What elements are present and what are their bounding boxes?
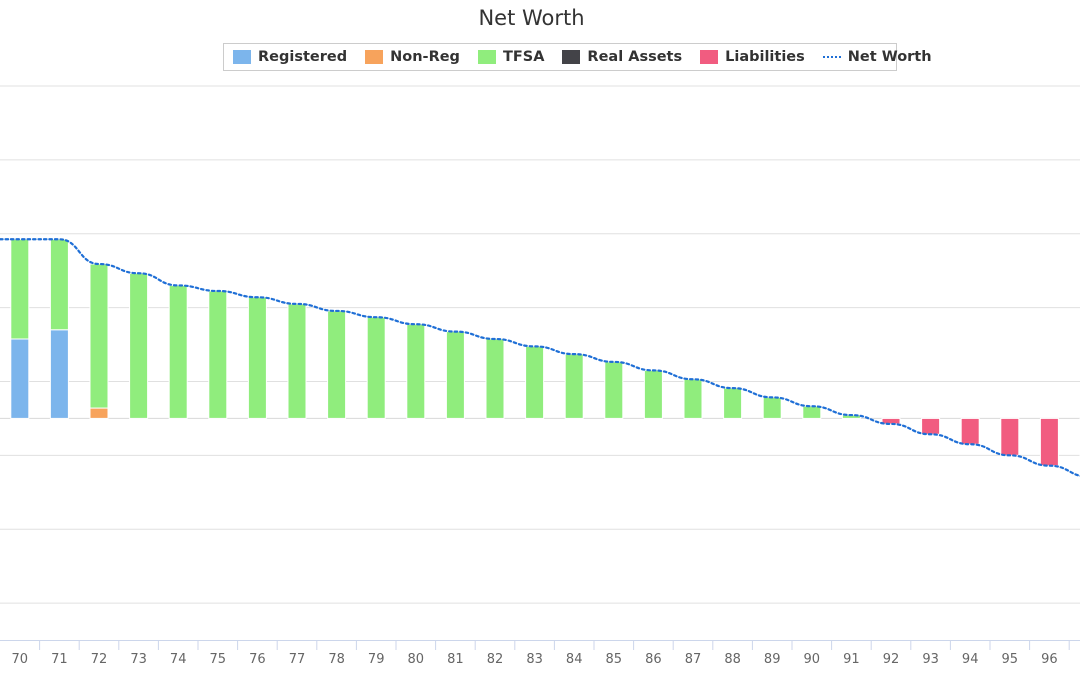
- legend-swatch-net-worth: [822, 56, 841, 58]
- bar-tfsa-87: [683, 378, 703, 419]
- bar-liabilities-92: [881, 417, 901, 425]
- bar-tfsa-90: [802, 405, 822, 419]
- bar-tfsa-76: [247, 296, 267, 419]
- x-tick-label: 78: [328, 652, 345, 667]
- bar-liabilities-94: [960, 417, 980, 445]
- chart-legend: Registered Non-Reg TFSA Real Assets Liab…: [223, 43, 932, 71]
- bar-non-reg-72: [89, 407, 109, 419]
- x-tick-label: 71: [51, 652, 68, 667]
- bar-tfsa-84: [564, 353, 584, 419]
- x-tick-label: 74: [170, 652, 187, 667]
- legend-label-liabilities: Liabilities: [725, 49, 805, 65]
- legend-label-net-worth: Net Worth: [847, 49, 932, 65]
- bar-tfsa-75: [208, 290, 228, 419]
- x-tick-label: 77: [289, 652, 306, 667]
- x-tick-label: 85: [606, 652, 623, 667]
- legend-item-net-worth[interactable]: Net Worth: [822, 49, 932, 65]
- legend-swatch-tfsa: [477, 50, 496, 64]
- x-tick-label: 82: [487, 652, 504, 667]
- bar-tfsa-82: [485, 338, 505, 419]
- x-tick-label: 79: [368, 652, 385, 667]
- x-tick-label: 93: [922, 652, 939, 667]
- legend-label-registered: Registered: [258, 49, 348, 65]
- bar-tfsa-80: [406, 323, 426, 419]
- bar-tfsa-78: [327, 310, 347, 419]
- x-tick-label: 91: [843, 652, 860, 667]
- bar-registered-70: [10, 338, 30, 419]
- bar-registered-71: [49, 329, 69, 419]
- bar-liabilities-93: [921, 417, 941, 435]
- x-tick-label: 70: [12, 652, 29, 667]
- chart-title: Net Worth: [478, 6, 585, 30]
- legend-item-tfsa[interactable]: TFSA: [477, 49, 545, 65]
- x-tick-label: 88: [724, 652, 741, 667]
- legend-item-non-reg[interactable]: Non-Reg: [365, 49, 460, 65]
- x-tick-label: 81: [447, 652, 464, 667]
- bar-tfsa-88: [723, 387, 743, 419]
- line-net-worth: [0, 238, 1080, 477]
- bar-tfsa-79: [366, 316, 386, 419]
- x-tick-label: 96: [1041, 652, 1058, 667]
- x-tick-label: 80: [408, 652, 425, 667]
- x-tick-label: 94: [962, 652, 979, 667]
- bar-tfsa-70: [10, 238, 30, 340]
- x-tick-label: 87: [685, 652, 702, 667]
- x-tick-label: 73: [130, 652, 147, 667]
- x-tick-label: 90: [804, 652, 821, 667]
- x-tick-label: 95: [1002, 652, 1019, 667]
- x-tick-label: 89: [764, 652, 781, 667]
- x-tick-label: 76: [249, 652, 266, 667]
- legend-label-non-reg: Non-Reg: [390, 49, 460, 65]
- bar-tfsa-81: [445, 331, 465, 419]
- bar-tfsa-72: [89, 263, 109, 409]
- x-tick-label: 84: [566, 652, 583, 667]
- legend-swatch-non-reg: [365, 50, 384, 64]
- legend-label-tfsa: TFSA: [502, 49, 545, 65]
- legend-swatch-liabilities: [700, 50, 719, 64]
- legend-item-liabilities[interactable]: Liabilities: [700, 49, 805, 65]
- legend-swatch-registered: [233, 50, 251, 64]
- x-tick-label: 92: [883, 652, 900, 667]
- bar-tfsa-73: [129, 272, 149, 419]
- bar-liabilities-95: [1000, 417, 1020, 456]
- x-tick-label: 72: [91, 652, 108, 667]
- bar-tfsa-74: [168, 284, 188, 419]
- bar-tfsa-83: [525, 345, 545, 419]
- bar-tfsa-71: [49, 238, 69, 331]
- bar-tfsa-89: [762, 396, 782, 419]
- x-tick-label: 83: [526, 652, 543, 667]
- bar-liabilities-96: [1039, 417, 1059, 467]
- legend-label-real-assets: Real Assets: [587, 49, 683, 65]
- x-tick-label: 75: [210, 652, 227, 667]
- legend-swatch-real-assets: [562, 50, 581, 64]
- bar-tfsa-86: [643, 369, 663, 419]
- x-tick-label: 86: [645, 652, 662, 667]
- legend-item-real-assets[interactable]: Real Assets: [562, 49, 682, 65]
- bar-tfsa-77: [287, 303, 307, 419]
- bar-tfsa-85: [604, 361, 624, 419]
- legend-item-registered[interactable]: Registered: [233, 49, 347, 65]
